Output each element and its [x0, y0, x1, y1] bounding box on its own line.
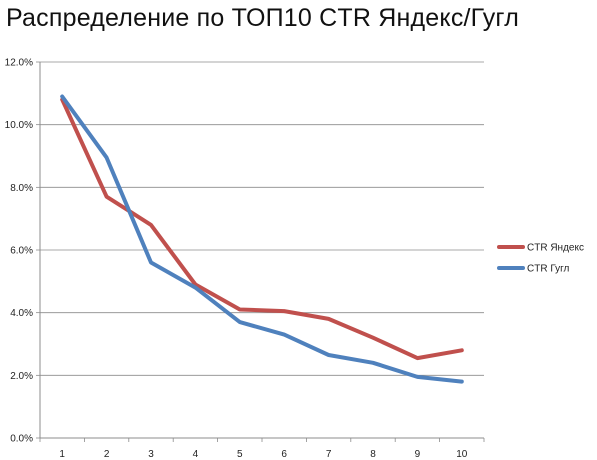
chart-title: Распределение по ТОП10 CTR Яндекс/Гугл — [6, 4, 519, 32]
y-tick-label: 4.0% — [10, 308, 33, 319]
series-line-2 — [60, 94, 464, 384]
x-tick-label: 5 — [237, 449, 243, 460]
legend: CTR Яндекс CTR Гугл — [497, 243, 584, 275]
legend-label: CTR Гугл — [527, 264, 570, 275]
y-tick-label: 2.0% — [10, 371, 33, 382]
x-tick-label: 10 — [456, 449, 468, 460]
y-axis-ticks: 0.0% 2.0% 4.0% 6.0% 8.0% 10.0% 12.0% — [5, 58, 33, 445]
y-tick-label: 12.0% — [5, 58, 33, 69]
y-tick-label: 8.0% — [10, 183, 33, 194]
series-lines — [60, 94, 464, 384]
x-axis-ticks: 1 2 3 4 5 6 7 8 9 10 — [59, 449, 467, 460]
axes — [36, 61, 485, 442]
y-tick-label: 0.0% — [10, 434, 33, 445]
series-line-1 — [60, 97, 464, 361]
gridlines — [40, 61, 484, 376]
x-tick-label: 6 — [281, 449, 287, 460]
x-tick-label: 4 — [193, 449, 199, 460]
x-tick-label: 2 — [104, 449, 110, 460]
legend-label: CTR Яндекс — [527, 243, 584, 254]
y-tick-label: 10.0% — [5, 120, 33, 131]
x-tick-label: 9 — [415, 449, 421, 460]
x-tick-label: 1 — [59, 449, 65, 460]
x-tick-label: 7 — [326, 449, 332, 460]
x-tick-label: 3 — [148, 449, 154, 460]
y-tick-label: 6.0% — [10, 246, 33, 257]
x-tick-label: 8 — [370, 449, 376, 460]
